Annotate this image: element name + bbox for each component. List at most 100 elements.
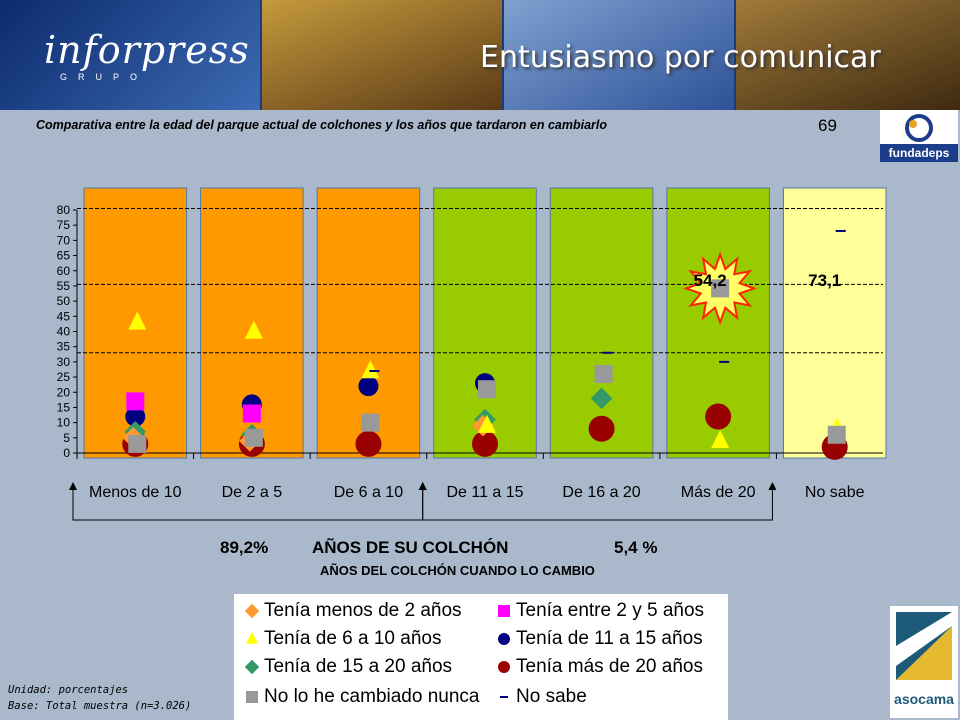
legend-marker [498,605,510,617]
legend-label: Tenía de 11 a 15 años [516,628,703,649]
category-column [433,187,537,459]
legend-item: Tenía de 11 a 15 años [496,628,703,650]
fundadeps-logo-text: fundadeps [880,144,958,162]
y-tick-label: 10 [57,416,71,430]
banner-panel [504,0,734,110]
data-point [128,434,147,453]
asocama-logo: asocama [890,606,958,718]
data-point [244,428,263,447]
legend-label: No sabe [516,686,587,707]
data-point [711,279,730,298]
range-left-percentage: 89,2% [220,538,269,557]
asocama-emblem-icon [896,612,952,680]
legend-label: Tenía menos de 2 años [264,600,462,621]
data-point [478,414,496,433]
legend-marker [246,691,258,703]
arrow-up-icon [418,482,427,490]
y-tick-label: 5 [63,431,70,445]
data-point [588,415,615,442]
data-point [472,430,498,457]
banner-panel [736,0,960,110]
x-tick-label: Menos de 10 [89,484,182,501]
category-column [549,187,654,459]
legend-swatch-icon [246,631,258,644]
arrow-up-icon [69,482,77,490]
footnote: Unidad: porcentajes Base: Total muestra … [8,682,191,714]
legend-label: Tenía de 15 a 20 años [264,656,453,677]
legend-swatch-icon [246,691,258,703]
y-tick-label: 60 [57,264,71,278]
y-tick-label: 75 [57,218,71,232]
data-point [242,404,261,423]
legend-swatch-icon [498,605,510,617]
page-title: Entusiasmo por comunicar [480,40,881,75]
y-tick-label: 15 [57,400,71,414]
y-tick-label: 45 [57,309,71,323]
category-column [782,187,887,459]
legend-item: No lo he cambiado nunca [244,686,479,708]
legend-label: Tenía de 6 a 10 años [264,628,442,649]
legend-marker [244,659,260,675]
y-tick-label: 80 [57,203,71,217]
x-axis-subtitle: AÑOS DEL COLCHÓN CUANDO LO CAMBIO [320,563,595,578]
legend-swatch-icon [500,696,508,698]
data-point [827,425,846,444]
data-point [711,430,730,449]
legend-item: Tenía de 6 a 10 años [244,628,441,650]
data-point [590,387,613,410]
y-tick-label: 50 [57,294,71,308]
fundadeps-logo: fundadeps [880,110,958,162]
x-tick-label: De 16 a 20 [562,484,640,501]
legend-swatch-icon [244,603,260,619]
footnote-base: Base: Total muestra (n=3.026) [8,700,192,712]
x-axis-title: AÑOS DE SU COLCHÓN [312,538,509,557]
legend-swatch-icon [244,659,260,675]
data-point [125,406,146,427]
data-point [126,392,145,411]
legend-item: Tenía menos de 2 años [244,600,462,622]
data-point [594,365,613,384]
range-bracket [422,488,773,521]
legend-label: Tenía más de 20 años [516,656,703,677]
category-column [316,187,421,459]
y-tick-label: 40 [57,325,71,339]
data-point [705,403,732,430]
y-tick-label: 30 [57,355,71,369]
inforpress-logo-subtext: GRUPO [60,72,149,82]
arrow-up-icon [768,482,777,490]
data-label: 54,2 [694,271,727,290]
page-number: 69 [818,116,837,135]
y-tick-label: 70 [57,233,71,247]
legend-swatch-icon [498,633,510,645]
legend-item: No sabe [496,686,587,708]
footnote-unit: Unidad: porcentajes [8,684,129,696]
data-point [128,311,147,330]
y-tick-label: 0 [63,446,70,460]
y-tick-label: 65 [57,249,71,263]
legend-swatch-icon [498,661,510,673]
legend-label: No lo he cambiado nunca [264,686,480,707]
data-point [355,430,382,457]
header-banner: inforpress GRUPO Entusiasmo por comunica… [0,0,960,110]
legend-item: Tenía más de 20 años [496,656,703,678]
legend-marker [246,631,258,644]
chart-subtitle: Comparativa entre la edad del parque act… [36,118,608,132]
x-tick-label: De 6 a 10 [334,484,403,501]
legend-item: Tenía entre 2 y 5 años [496,600,704,622]
inforpress-logo: inforpress [44,28,250,72]
banner-panel [0,0,260,110]
fundadeps-emblem-icon [905,114,933,142]
x-tick-label: De 2 a 5 [222,484,283,501]
legend-marker [498,633,510,645]
legend-label: Tenía entre 2 y 5 años [516,600,705,621]
legend-marker [498,661,510,673]
data-point [478,380,496,399]
asocama-logo-text: asocama [894,691,954,707]
y-tick-label: 55 [57,279,71,293]
data-point [361,413,380,432]
x-tick-label: Más de 20 [681,484,756,501]
data-point [358,376,379,397]
data-point [361,360,380,379]
legend-marker [244,603,260,619]
